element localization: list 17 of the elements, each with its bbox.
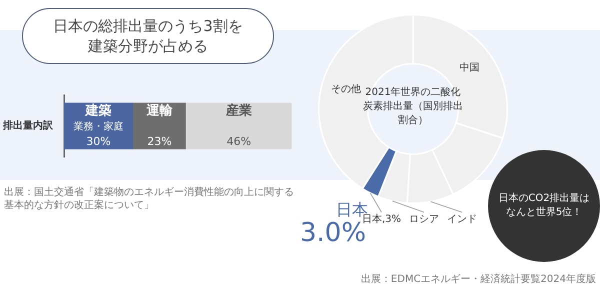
text: 出展：EDMCエネルギー・経済統計要覧2024年度版: [360, 272, 596, 286]
text: 出展：国土交通省「建築物のエネルギー消費性能の向上に関する基本的な方針の改正案について」: [4, 186, 294, 212]
data-label: 46%: [226, 134, 252, 148]
callout-circle: 日本のCO2排出量はなんと世界5位！: [488, 150, 600, 262]
text: 2021年世界の二酸化炭素排出量（国別排出割合）: [363, 86, 463, 128]
y-tick-label: 排出量内訳: [2, 120, 54, 132]
slice-label: 中国: [459, 62, 480, 74]
slice-label: その他: [331, 83, 362, 96]
slice-label: ロシア: [409, 214, 440, 225]
data-label: 30%: [86, 134, 111, 148]
data-label: 23%: [147, 134, 172, 148]
annotation: 業務・家庭: [74, 120, 124, 133]
series-label: 運輸: [145, 103, 174, 118]
chart-title: 日本の総排出量のうち3割を建築分野が占める: [53, 16, 243, 56]
series-label: 産業: [224, 102, 252, 118]
slice-label: インド: [447, 214, 478, 225]
series-label: 建築: [84, 103, 112, 118]
